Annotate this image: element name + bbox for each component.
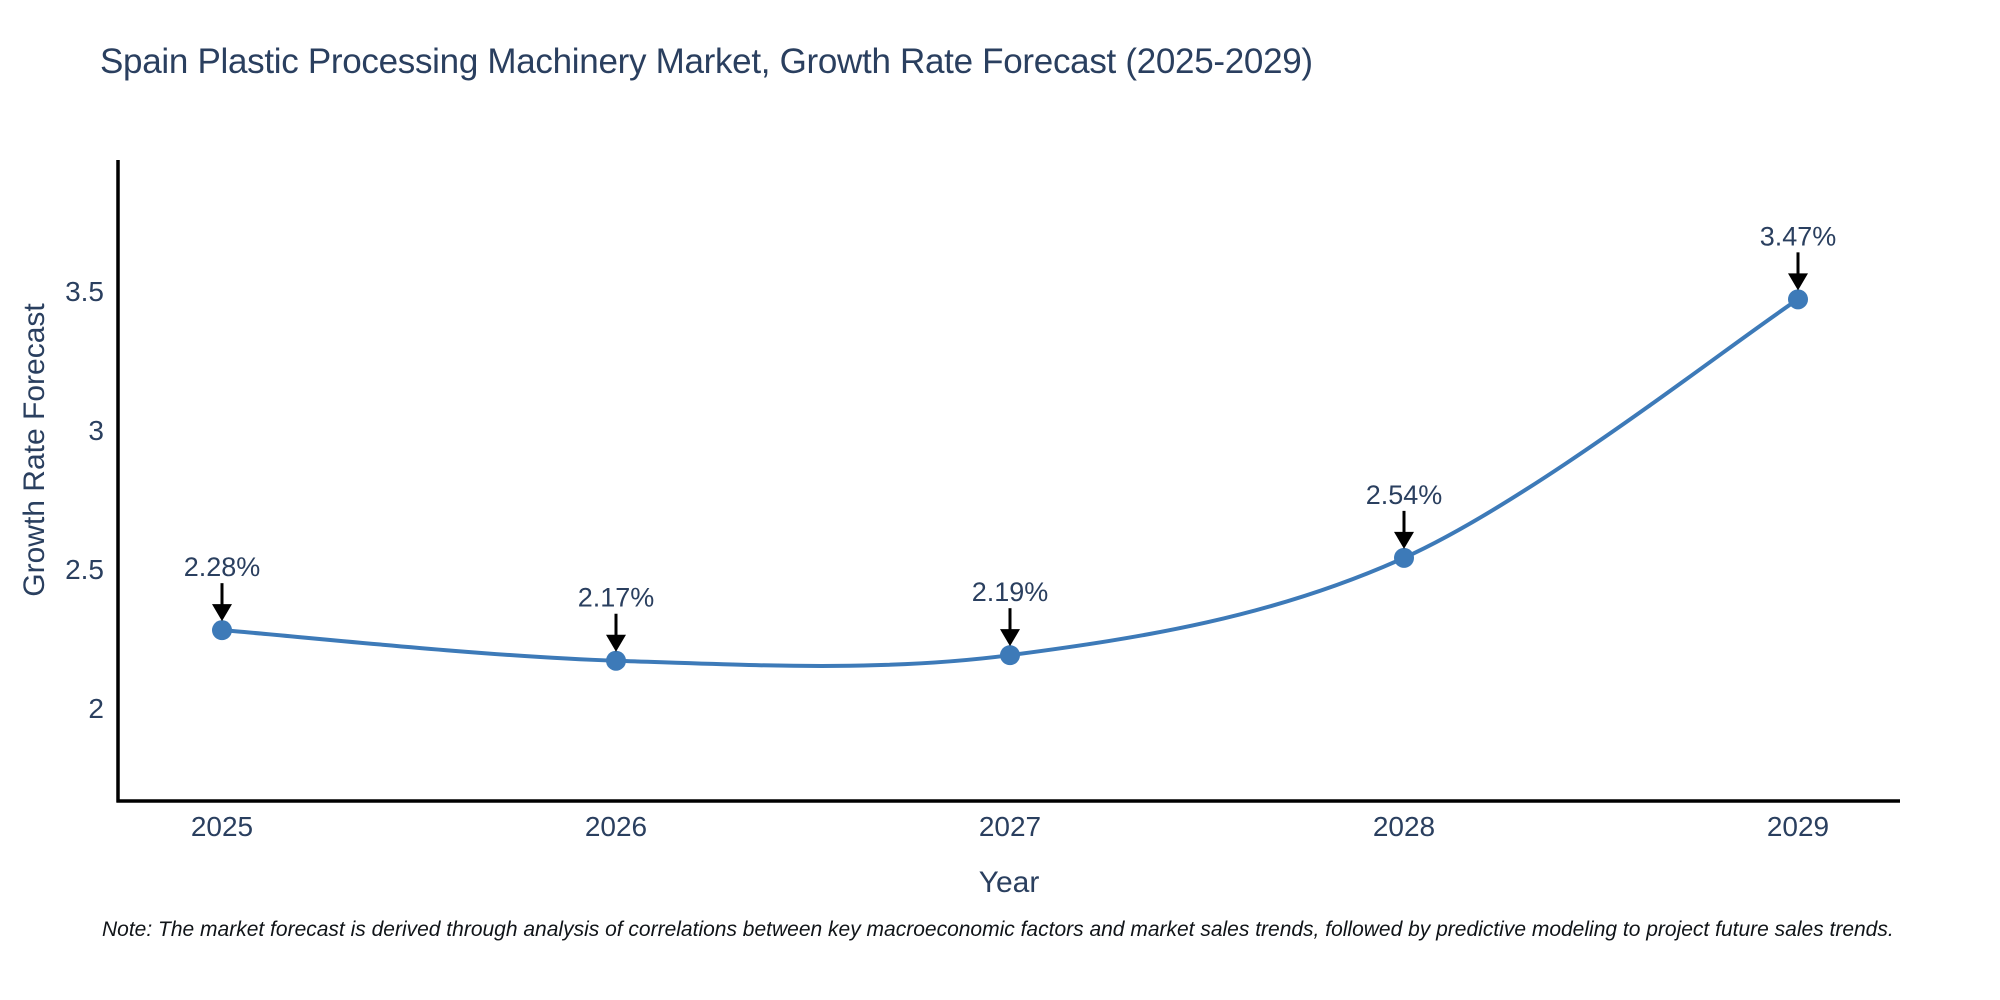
annotation-arrow-head xyxy=(606,634,626,652)
annotation-label: 2.19% xyxy=(972,577,1049,607)
annotation-arrow-head xyxy=(212,604,232,622)
data-point-marker-2027 xyxy=(1000,645,1020,666)
annotation-arrow-head xyxy=(1394,531,1414,549)
y-axis-title: Growth Rate Forecast xyxy=(18,303,51,597)
x-tick-label: 2029 xyxy=(1767,811,1829,842)
data-point-marker-2028 xyxy=(1394,547,1414,568)
annotation-label: 2.54% xyxy=(1366,480,1443,510)
annotation-arrow-head xyxy=(1000,629,1020,647)
data-point-marker-2029 xyxy=(1788,289,1808,310)
x-axis-title: Year xyxy=(979,866,1040,899)
x-tick-label: 2025 xyxy=(191,811,253,842)
x-tick-label: 2028 xyxy=(1373,811,1435,842)
annotation-arrow-head xyxy=(1788,273,1808,291)
y-tick-label: 3.5 xyxy=(65,276,104,307)
y-tick-label: 3 xyxy=(88,415,104,446)
annotation-label: 2.28% xyxy=(184,552,261,582)
annotation-label: 2.17% xyxy=(578,583,655,613)
y-tick-label: 2.5 xyxy=(65,554,104,585)
chart-title: Spain Plastic Processing Machinery Marke… xyxy=(100,42,1313,81)
annotation-label: 3.47% xyxy=(1760,221,1837,251)
data-point-marker-2026 xyxy=(606,650,626,671)
data-point-marker-2025 xyxy=(212,620,232,641)
x-tick-label: 2026 xyxy=(585,811,647,842)
y-tick-label: 2 xyxy=(88,693,104,724)
x-tick-label: 2027 xyxy=(979,811,1041,842)
footnote: Note: The market forecast is derived thr… xyxy=(102,918,1894,941)
